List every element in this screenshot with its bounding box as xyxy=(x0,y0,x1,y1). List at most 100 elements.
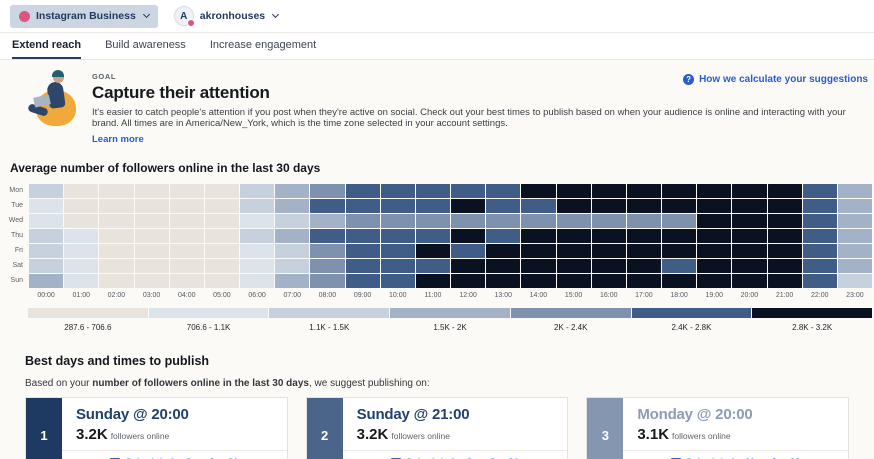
heatmap-cell[interactable] xyxy=(837,244,872,258)
heatmap-cell[interactable] xyxy=(99,259,134,273)
heatmap-cell[interactable] xyxy=(29,199,64,213)
heatmap-cell[interactable] xyxy=(204,259,239,273)
heatmap-cell[interactable] xyxy=(134,244,169,258)
heatmap-cell[interactable] xyxy=(29,274,64,288)
heatmap-cell[interactable] xyxy=(169,199,204,213)
heatmap-cell[interactable] xyxy=(99,214,134,228)
heatmap-cell[interactable] xyxy=(697,229,732,243)
heatmap-cell[interactable] xyxy=(415,184,450,198)
heatmap-cell[interactable] xyxy=(732,244,767,258)
heatmap-cell[interactable] xyxy=(837,274,872,288)
heatmap-cell[interactable] xyxy=(591,229,626,243)
schedule-button[interactable]: Schedule for Sun, Jan 21 xyxy=(391,457,519,459)
heatmap-cell[interactable] xyxy=(626,184,661,198)
heatmap-cell[interactable] xyxy=(697,214,732,228)
learn-more-link[interactable]: Learn more xyxy=(92,134,144,145)
heatmap-cell[interactable] xyxy=(29,214,64,228)
heatmap-cell[interactable] xyxy=(697,199,732,213)
heatmap-cell[interactable] xyxy=(275,244,310,258)
heatmap-cell[interactable] xyxy=(591,184,626,198)
heatmap-cell[interactable] xyxy=(310,214,345,228)
heatmap-cell[interactable] xyxy=(345,244,380,258)
heatmap-cell[interactable] xyxy=(451,229,486,243)
heatmap-cell[interactable] xyxy=(64,229,99,243)
heatmap-cell[interactable] xyxy=(380,214,415,228)
heatmap-cell[interactable] xyxy=(240,199,275,213)
heatmap-cell[interactable] xyxy=(732,259,767,273)
heatmap-cell[interactable] xyxy=(556,229,591,243)
heatmap-cell[interactable] xyxy=(802,229,837,243)
heatmap-cell[interactable] xyxy=(99,184,134,198)
heatmap-cell[interactable] xyxy=(486,199,521,213)
heatmap-cell[interactable] xyxy=(802,214,837,228)
heatmap-cell[interactable] xyxy=(345,199,380,213)
heatmap-cell[interactable] xyxy=(275,199,310,213)
heatmap-cell[interactable] xyxy=(380,274,415,288)
heatmap-cell[interactable] xyxy=(451,214,486,228)
heatmap-cell[interactable] xyxy=(802,199,837,213)
heatmap-cell[interactable] xyxy=(204,214,239,228)
heatmap-cell[interactable] xyxy=(767,274,802,288)
heatmap-cell[interactable] xyxy=(275,229,310,243)
heatmap-cell[interactable] xyxy=(767,244,802,258)
heatmap-cell[interactable] xyxy=(591,244,626,258)
heatmap-cell[interactable] xyxy=(64,259,99,273)
heatmap-cell[interactable] xyxy=(767,259,802,273)
heatmap-cell[interactable] xyxy=(837,229,872,243)
heatmap-cell[interactable] xyxy=(486,229,521,243)
heatmap-cell[interactable] xyxy=(310,199,345,213)
heatmap-cell[interactable] xyxy=(451,184,486,198)
heatmap-cell[interactable] xyxy=(521,214,556,228)
heatmap-cell[interactable] xyxy=(204,274,239,288)
heatmap-cell[interactable] xyxy=(204,244,239,258)
heatmap-cell[interactable] xyxy=(169,229,204,243)
heatmap-cell[interactable] xyxy=(697,184,732,198)
heatmap-cell[interactable] xyxy=(169,214,204,228)
heatmap-cell[interactable] xyxy=(240,244,275,258)
heatmap-cell[interactable] xyxy=(204,229,239,243)
channel-selector[interactable]: Instagram Business xyxy=(10,4,158,28)
heatmap-cell[interactable] xyxy=(662,244,697,258)
heatmap-cell[interactable] xyxy=(64,184,99,198)
heatmap-cell[interactable] xyxy=(204,184,239,198)
heatmap-cell[interactable] xyxy=(626,274,661,288)
heatmap-cell[interactable] xyxy=(345,229,380,243)
heatmap-cell[interactable] xyxy=(380,259,415,273)
heatmap-cell[interactable] xyxy=(626,229,661,243)
heatmap-cell[interactable] xyxy=(134,259,169,273)
heatmap-cell[interactable] xyxy=(451,274,486,288)
heatmap-cell[interactable] xyxy=(556,259,591,273)
heatmap-cell[interactable] xyxy=(345,274,380,288)
heatmap-cell[interactable] xyxy=(732,214,767,228)
heatmap-cell[interactable] xyxy=(345,259,380,273)
heatmap-cell[interactable] xyxy=(310,244,345,258)
heatmap-cell[interactable] xyxy=(732,274,767,288)
heatmap-cell[interactable] xyxy=(732,199,767,213)
heatmap-cell[interactable] xyxy=(591,214,626,228)
heatmap-cell[interactable] xyxy=(310,274,345,288)
heatmap-cell[interactable] xyxy=(240,184,275,198)
heatmap-cell[interactable] xyxy=(626,214,661,228)
heatmap-cell[interactable] xyxy=(767,229,802,243)
heatmap-cell[interactable] xyxy=(802,274,837,288)
heatmap-cell[interactable] xyxy=(380,184,415,198)
heatmap-cell[interactable] xyxy=(99,244,134,258)
heatmap-cell[interactable] xyxy=(556,274,591,288)
heatmap-cell[interactable] xyxy=(415,214,450,228)
heatmap-cell[interactable] xyxy=(275,214,310,228)
heatmap-cell[interactable] xyxy=(802,244,837,258)
heatmap-cell[interactable] xyxy=(29,244,64,258)
heatmap-cell[interactable] xyxy=(240,214,275,228)
heatmap-cell[interactable] xyxy=(837,199,872,213)
heatmap-cell[interactable] xyxy=(591,259,626,273)
heatmap-cell[interactable] xyxy=(415,229,450,243)
heatmap-cell[interactable] xyxy=(486,214,521,228)
heatmap-cell[interactable] xyxy=(767,199,802,213)
heatmap-cell[interactable] xyxy=(732,229,767,243)
heatmap-cell[interactable] xyxy=(415,274,450,288)
account-selector[interactable]: A akronhouses xyxy=(173,6,280,27)
heatmap-cell[interactable] xyxy=(64,214,99,228)
heatmap-cell[interactable] xyxy=(662,229,697,243)
heatmap-cell[interactable] xyxy=(415,259,450,273)
heatmap-cell[interactable] xyxy=(380,199,415,213)
